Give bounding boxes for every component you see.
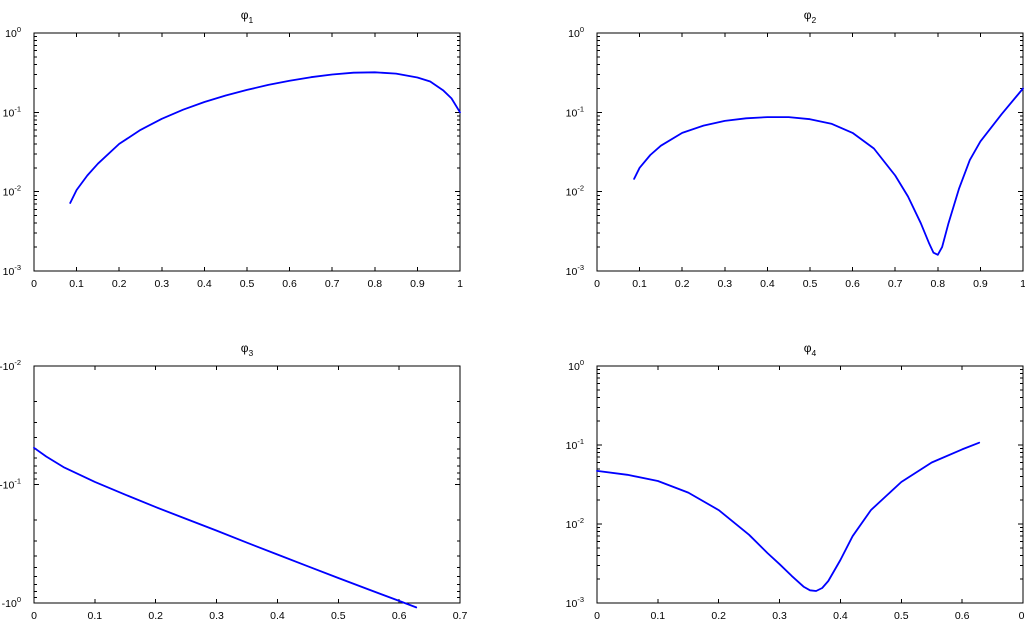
x-tick-label: 0.9 — [410, 278, 425, 290]
x-tick-label: 0.2 — [675, 278, 690, 290]
x-tick-label: 0.2 — [148, 610, 163, 622]
x-tick-label: 0.3 — [772, 610, 787, 622]
x-tick-label: 0.3 — [154, 278, 169, 290]
x-tick-label: 0.4 — [833, 610, 848, 622]
x-tick-label: 0.1 — [88, 610, 103, 622]
subplot-title: φ4 — [804, 341, 817, 358]
x-tick-label: 0.1 — [632, 278, 647, 290]
y-tick-label: 10-3 — [566, 595, 584, 610]
x-tick-label: 0.9 — [973, 278, 988, 290]
subplot-phi4: 0 0.1 0.2 0.3 0.4 0.5 0.6 0. 100 10-1 10-2 10-3 φ4 — [566, 341, 1025, 622]
y-tick-label: 100 — [568, 25, 584, 40]
x-tick-label: 0.5 — [331, 610, 346, 622]
subplot-phi3: 0 0.1 0.2 0.3 0.4 0.5 0.6 0.7 -10-2 -10-1 -100 φ3 — [0, 341, 467, 622]
x-tick-label: 0.8 — [930, 278, 945, 290]
subplot-phi2: 0 0.1 0.2 0.3 0.4 0.5 0.6 0.7 0.8 0.9 1 100 10-1 10-2… — [566, 8, 1025, 290]
plot-frame — [33, 365, 461, 604]
x-tick-label: 0.6 — [282, 278, 297, 290]
y-tick-label: 10-1 — [566, 104, 584, 119]
x-tick-label: 0.7 — [888, 278, 903, 290]
x-tick-label: 0.5 — [240, 278, 255, 290]
y-tick-label: 10-1 — [3, 104, 21, 119]
subplot-title: φ1 — [241, 8, 254, 25]
y-tick-label: 10-3 — [566, 263, 584, 278]
plot-frame — [33, 32, 461, 272]
x-tick-label: 0.3 — [209, 610, 224, 622]
x-tick-label: 0.4 — [760, 278, 775, 290]
x-tick-label: 0.1 — [651, 610, 666, 622]
x-tick-label: 0.3 — [717, 278, 732, 290]
x-tick-label: 0.2 — [711, 610, 726, 622]
x-tick-label: 0 — [594, 278, 600, 290]
y-tick-label: 10-2 — [3, 184, 21, 199]
y-tick-label: 100 — [568, 358, 584, 373]
x-tick-label: 0.5 — [894, 610, 909, 622]
subplot-title: φ2 — [804, 8, 817, 25]
series-line — [33, 446, 418, 609]
x-tick-label: 0 — [31, 610, 37, 622]
subplot-phi1: 0 0.1 0.2 0.3 0.4 0.5 0.6 0.7 0.8 0.9 1 100 10-1 10-2… — [3, 8, 463, 290]
x-tick-label: 0.8 — [367, 278, 382, 290]
y-tick-label: 10-3 — [3, 263, 21, 278]
x-tick-label: 0.6 — [845, 278, 860, 290]
y-tick-label: 10-1 — [566, 437, 584, 452]
x-tick-label: 1 — [457, 278, 463, 290]
x-tick-label: 0. — [1019, 610, 1025, 622]
x-tick-label: 0.7 — [325, 278, 340, 290]
x-tick-label: 0.2 — [112, 278, 127, 290]
series-line — [69, 71, 461, 204]
series-line — [596, 441, 981, 592]
subplot-title: φ3 — [241, 341, 254, 358]
y-tick-label: 10-2 — [566, 516, 584, 531]
x-tick-label: 1 — [1020, 278, 1025, 290]
x-tick-label: 0.7 — [453, 610, 468, 622]
y-tick-label: 100 — [5, 25, 21, 40]
x-tick-label: 0.4 — [197, 278, 212, 290]
y-tick-label: -10-2 — [0, 358, 21, 373]
series-line — [633, 87, 1024, 256]
y-tick-label: -100 — [2, 595, 21, 610]
y-tick-label: 10-2 — [566, 184, 584, 199]
y-tick-label: -10-1 — [0, 477, 21, 492]
x-tick-label: 0.6 — [392, 610, 407, 622]
x-tick-label: 0 — [31, 278, 37, 290]
x-tick-label: 0.4 — [270, 610, 285, 622]
x-tick-label: 0.1 — [69, 278, 84, 290]
plot-frame — [596, 365, 1024, 604]
x-tick-label: 0.6 — [955, 610, 970, 622]
x-tick-label: 0 — [594, 610, 600, 622]
plot-frame — [596, 32, 1024, 272]
x-tick-label: 0.5 — [803, 278, 818, 290]
